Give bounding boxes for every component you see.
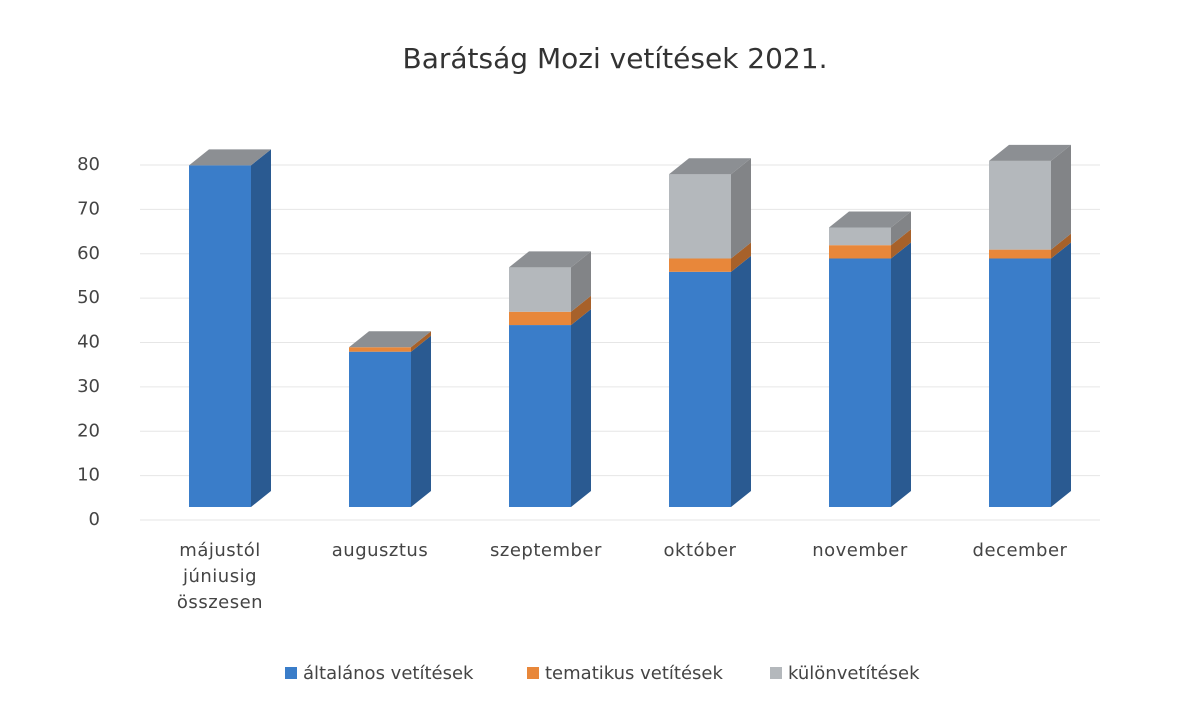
bar-side bbox=[1051, 233, 1071, 259]
y-tick-label: 40 bbox=[77, 332, 100, 353]
legend-swatch bbox=[770, 667, 782, 679]
legend-label: különvetítések bbox=[788, 663, 920, 684]
bar-side bbox=[411, 335, 431, 507]
bar bbox=[509, 267, 571, 312]
bar bbox=[509, 311, 571, 326]
bar-top bbox=[669, 158, 751, 175]
y-tick-label: 30 bbox=[77, 376, 100, 397]
bar bbox=[349, 351, 411, 507]
bar-side bbox=[731, 242, 751, 272]
bar bbox=[989, 258, 1051, 507]
bar-side bbox=[571, 309, 591, 507]
x-tick-label: szeptember bbox=[490, 540, 602, 561]
bar-top bbox=[829, 211, 911, 228]
x-tick-label: májustól júniusig összesen bbox=[176, 540, 264, 613]
bar bbox=[669, 258, 731, 272]
bar-top bbox=[989, 144, 1071, 161]
bar-side bbox=[891, 211, 911, 246]
bar bbox=[829, 227, 891, 246]
legend-label: általános vetítések bbox=[303, 663, 474, 684]
bar-side bbox=[731, 255, 751, 507]
legend-swatch bbox=[285, 667, 297, 679]
legend-swatch bbox=[527, 667, 539, 679]
bar-top bbox=[349, 331, 431, 348]
x-tick-label: december bbox=[972, 540, 1068, 561]
x-tick-label: augusztus bbox=[331, 540, 429, 561]
bar-side bbox=[891, 229, 911, 259]
y-tick-label: 70 bbox=[77, 198, 100, 219]
bar bbox=[189, 165, 251, 507]
y-tick-label: 50 bbox=[77, 287, 100, 308]
bar bbox=[829, 245, 891, 259]
bar-side bbox=[251, 149, 271, 507]
bar-side bbox=[411, 331, 431, 352]
bar bbox=[669, 271, 731, 507]
bar bbox=[989, 249, 1051, 259]
x-tick-label: október bbox=[663, 540, 737, 561]
y-tick-label: 20 bbox=[77, 420, 100, 441]
legend-label: tematikus vetítések bbox=[545, 663, 724, 684]
bar-side bbox=[1051, 144, 1071, 250]
bar-top bbox=[509, 251, 591, 268]
bar-side bbox=[571, 295, 591, 326]
chart-title: Barátság Mozi vetítések 2021. bbox=[403, 42, 828, 75]
bar-side bbox=[571, 251, 591, 312]
bar-side bbox=[1051, 242, 1071, 507]
bar bbox=[509, 325, 571, 507]
bar-side bbox=[891, 242, 911, 507]
y-tick-label: 60 bbox=[77, 243, 100, 264]
x-tick-label: november bbox=[812, 540, 908, 561]
y-tick-label: 0 bbox=[89, 509, 100, 530]
bar bbox=[349, 347, 411, 352]
bar-top bbox=[189, 149, 271, 166]
bar-side bbox=[731, 158, 751, 259]
y-tick-label: 10 bbox=[77, 465, 100, 486]
bar bbox=[669, 174, 731, 259]
bar bbox=[989, 160, 1051, 250]
bar bbox=[829, 258, 891, 507]
y-tick-label: 80 bbox=[77, 154, 100, 175]
